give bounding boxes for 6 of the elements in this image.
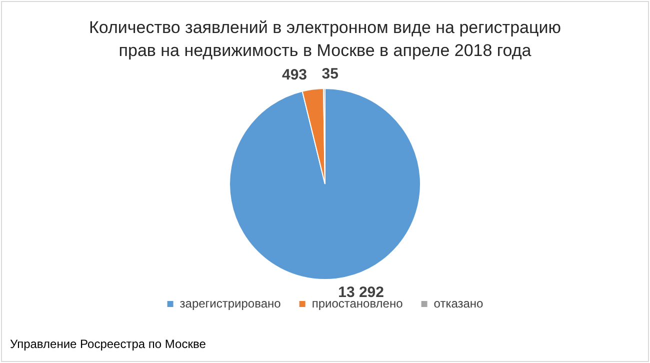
text: Управление Росреестра по Москве	[10, 337, 206, 351]
data-label: 35	[322, 66, 338, 83]
legend-label: зарегистрировано	[180, 296, 282, 310]
data-label: 493	[282, 66, 308, 84]
legend-label: отказано	[434, 296, 484, 310]
chart-title: Количество заявлений в электронном виде на регистрацию прав на недвижимость в Москве в апреле 2018 года	[88, 17, 562, 62]
